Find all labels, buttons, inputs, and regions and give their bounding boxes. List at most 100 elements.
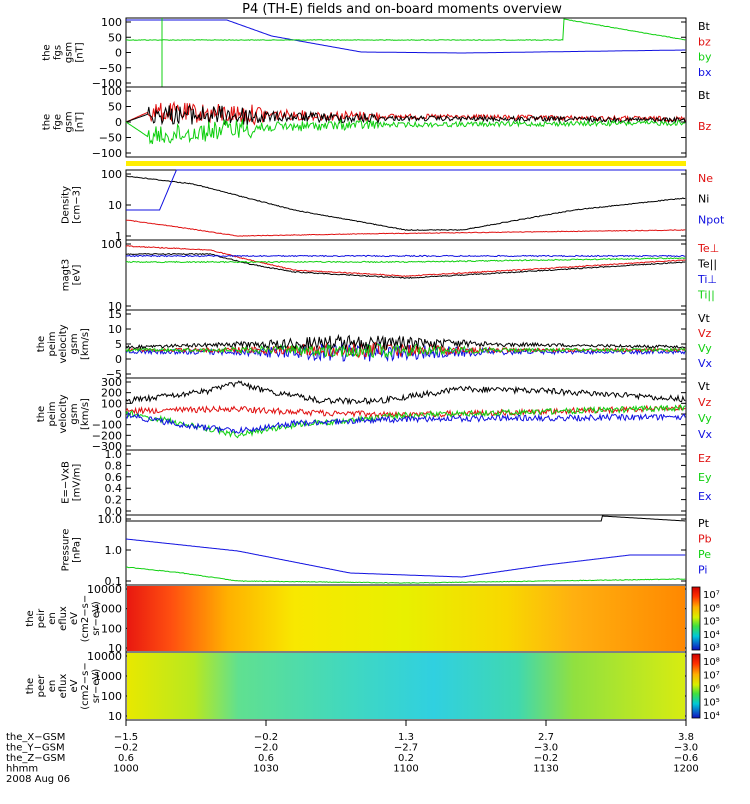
y-tick-label: −50 xyxy=(99,132,122,145)
legend-entry: Ti⊥ xyxy=(697,273,717,286)
y-tick-label: 100 xyxy=(101,690,122,703)
axis-row-value: 2.7 xyxy=(538,732,554,743)
y-tick-label: 10 xyxy=(108,642,122,655)
y-tick-label: 0.2 xyxy=(105,494,123,507)
legend-entry: Vz xyxy=(698,396,712,409)
y-label-line: en xyxy=(47,612,58,625)
panel-frame xyxy=(125,449,687,516)
y-axis-label: the peir en eflux eV (cm2−s− sr−eV) xyxy=(25,595,102,642)
legend-entry: by xyxy=(698,51,712,64)
y-tick-label: 0 xyxy=(115,408,122,421)
axis-row-value: −1.5 xyxy=(114,732,138,743)
y-tick-label: 1.0 xyxy=(105,448,123,461)
panel-density: Density [cm−3] 100 10 1 Ne Ni Npot xyxy=(61,168,725,243)
colorbar-tick-label: 10³ xyxy=(703,643,720,654)
y-tick-label: 10 xyxy=(108,199,122,212)
y-tick-label: 50 xyxy=(108,31,122,44)
colorbar-scale xyxy=(691,653,701,719)
y-tick-label: 15 xyxy=(108,308,122,321)
y-label-line: fge xyxy=(53,114,64,130)
axis-row-value: 0.6 xyxy=(118,753,134,764)
panel-frame xyxy=(125,377,687,451)
panel-temp: magt3 [eV] 100 10 Te⊥ Te|| Ti⊥ Ti|| xyxy=(61,238,720,313)
y-label-line: velocity xyxy=(58,394,69,433)
colorbar-tick-label: 10⁶ xyxy=(703,603,720,614)
colorbar: 10⁷ 10⁶ 10⁵ 10⁴ 10³ xyxy=(691,586,720,654)
y-tick-label: 0 xyxy=(115,353,122,366)
y-label-line: gsm xyxy=(64,111,75,132)
y-tick-label: −5 xyxy=(106,368,122,381)
density-ne xyxy=(125,219,686,237)
y-axis-label: Density [cm−3] xyxy=(61,186,83,224)
data-quality-bar xyxy=(126,161,686,166)
legend-entry: Vy xyxy=(698,342,712,355)
y-tick-label: 50 xyxy=(108,101,122,114)
legend-entry: Vy xyxy=(698,412,712,425)
y-label-line: (cm2−s− xyxy=(80,595,91,642)
legend: Pt Pb Pe Pi xyxy=(698,517,712,577)
pressure-pt xyxy=(126,515,686,522)
pressure-pe xyxy=(125,566,686,584)
axis-row-value: 0.6 xyxy=(258,753,274,764)
legend-entry: Vt xyxy=(698,380,711,393)
panel-peer_spec: the peer en eflux eV (cm2−s− sr−eV)10000100010… xyxy=(25,650,720,723)
legend: Vt Vz Vy Vx xyxy=(698,312,713,370)
y-label-line: E=−VxB xyxy=(61,461,72,504)
y-axis-label: Pressure [nPa] xyxy=(61,529,83,572)
y-label-line: fgs xyxy=(53,45,64,60)
y-tick-label: 1.0 xyxy=(105,544,123,557)
axis-row-value: 3.8 xyxy=(678,732,694,743)
axis-row-value: 1100 xyxy=(393,764,418,775)
legend-entry: Ni xyxy=(698,193,709,206)
density-npot xyxy=(126,169,686,211)
colorbar: 10⁸ 10⁷ 10⁶ 10⁵ 10⁴ xyxy=(691,653,720,722)
y-label-line: gsm xyxy=(69,333,80,354)
axis-row-value: −2.0 xyxy=(254,743,278,754)
y-axis-label: magt3 [eV] xyxy=(61,259,83,292)
y-label-line: gsm xyxy=(64,42,75,63)
legend-entry: Te|| xyxy=(697,258,717,271)
y-label-line: peer xyxy=(36,674,47,698)
axis-row-label: the_Y−GSM xyxy=(6,743,65,754)
y-label-line: peim xyxy=(47,331,58,356)
legend: Ez Ey Ex xyxy=(698,452,712,503)
y-tick-label: 0.4 xyxy=(105,482,123,495)
colorbar-tick-label: 10⁴ xyxy=(703,630,720,641)
y-ticks: 100 50 0 −50 −100 xyxy=(92,16,686,90)
y-label-line: the xyxy=(42,114,53,130)
y-label-line: [mV/m] xyxy=(72,464,83,502)
panel-pressure: Pressure [nPa] 10.0 1.0 0.1 Pt Pb Pe Pi xyxy=(61,513,712,588)
temp-ti-perp xyxy=(125,254,686,258)
legend-entry: Vt xyxy=(698,312,711,325)
y-axis-label: E=−VxB [mV/m] xyxy=(61,461,83,504)
peir-vt xyxy=(125,380,686,406)
y-tick-label: −100 xyxy=(92,77,122,90)
legend-entry: Vx xyxy=(698,357,713,370)
colorbar-tick-label: 10⁷ xyxy=(703,590,720,601)
legend: Bt bz by bx xyxy=(698,20,712,79)
y-axis-label: the peim velocity gsm [km/s] xyxy=(36,324,91,363)
pressure-pi xyxy=(125,538,686,578)
axis-row-label: 2008 Aug 06 xyxy=(6,774,70,785)
legend-entry: Bz xyxy=(698,120,712,133)
y-label-line: (cm2−s− xyxy=(80,662,91,709)
axis-row-label: the_Z−GSM xyxy=(6,753,65,764)
y-tick-label: 100 xyxy=(101,168,122,181)
y-label-line: magt3 xyxy=(61,259,72,292)
legend-entry: bz xyxy=(698,35,711,48)
y-label-line: eflux xyxy=(58,606,69,631)
y-label-line: eV xyxy=(69,612,80,625)
y-tick-label: 1 xyxy=(115,230,122,243)
panel-frame xyxy=(125,169,687,241)
peim-vt xyxy=(125,333,686,351)
axis-row-label: the_X−GSM xyxy=(6,732,65,743)
y-label-line: velocity xyxy=(58,324,69,363)
y-tick-label: 1000 xyxy=(94,670,122,683)
y-ticks: 10000 1000 100 10 xyxy=(87,583,686,655)
y-label-line: eV xyxy=(69,679,80,692)
legend: Te⊥ Te|| Ti⊥ Ti|| xyxy=(697,242,719,302)
y-axis-label: the fgs gsm [nT] xyxy=(42,42,86,63)
y-label-line: eflux xyxy=(58,674,69,699)
